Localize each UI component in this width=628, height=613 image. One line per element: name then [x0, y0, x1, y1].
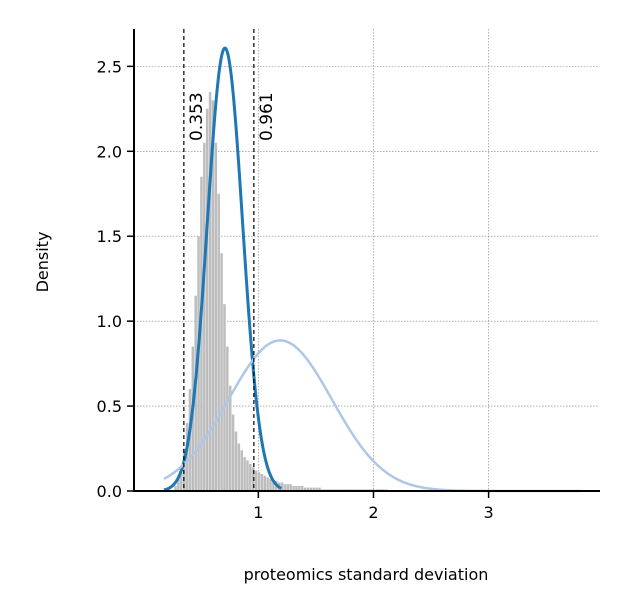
histogram-bar	[240, 450, 243, 491]
histogram-bar	[263, 475, 267, 491]
histogram-bar	[252, 467, 255, 491]
histogram-bar	[306, 487, 310, 491]
histogram-bar	[289, 484, 292, 491]
histogram-bar	[208, 91, 212, 492]
histogram-bar	[246, 460, 249, 491]
axes	[133, 29, 600, 492]
histogram-bar	[303, 487, 307, 491]
histogram-bar	[269, 479, 272, 491]
threshold-lines: 0.353 0.961	[183, 29, 277, 491]
histogram-bar	[223, 304, 226, 491]
histogram-bar	[283, 484, 287, 491]
histogram-bar	[188, 389, 192, 491]
histogram-bar	[309, 487, 313, 491]
histogram-bar	[300, 485, 304, 491]
histogram-bar	[231, 414, 235, 491]
histogram-bar	[203, 142, 206, 492]
histogram-bar	[237, 443, 241, 491]
histogram-bar	[280, 482, 284, 491]
histogram-bar	[257, 472, 261, 491]
threshold-label: 0.353	[187, 92, 207, 141]
histogram-bar	[254, 470, 258, 491]
y-tick-label: 0.5	[97, 397, 122, 416]
histogram-bar	[312, 487, 315, 491]
histogram-bar	[318, 487, 321, 491]
histogram-bar	[234, 431, 238, 491]
y-tick-label: 2.0	[97, 142, 122, 161]
x-tick-label: 3	[484, 503, 494, 522]
histogram-bar	[260, 474, 264, 491]
y-axis-title: Density	[33, 232, 52, 293]
x-tick-label: 1	[253, 503, 263, 522]
histogram-bar	[217, 193, 220, 491]
histogram-bar	[298, 485, 301, 491]
ticks: 0.0 0.5 1.0 1.5 2.0 2.5 1 2 3	[97, 57, 494, 522]
histogram-bar	[286, 484, 290, 491]
histogram-bar	[292, 485, 295, 491]
x-axis-title: proteomics standard deviation	[244, 565, 489, 584]
histogram-bar	[200, 176, 203, 491]
threshold-label: 0.961	[257, 92, 277, 141]
histogram-bar	[180, 465, 183, 491]
histogram	[174, 91, 387, 492]
histogram-bar	[243, 457, 246, 491]
histogram-bar	[174, 485, 177, 491]
histogram-bar	[295, 485, 298, 491]
y-tick-label: 0.0	[97, 482, 122, 501]
histogram-bar	[182, 448, 186, 491]
histogram-bar	[249, 463, 252, 491]
histogram-bar	[211, 100, 215, 492]
histogram-bar	[220, 253, 223, 491]
y-tick-label: 2.5	[97, 57, 122, 76]
histogram-bar	[205, 108, 209, 492]
histogram-bar	[185, 423, 189, 491]
histogram-bar	[315, 487, 318, 491]
y-tick-label: 1.5	[97, 227, 122, 246]
histogram-bar	[228, 385, 232, 491]
x-tick-label: 2	[368, 503, 378, 522]
histogram-bar	[214, 142, 218, 492]
histogram-bar	[272, 480, 275, 491]
histogram-bar	[266, 477, 269, 491]
histogram-bar	[177, 477, 180, 491]
y-tick-label: 1.0	[97, 312, 122, 331]
histogram-bar	[226, 346, 229, 491]
